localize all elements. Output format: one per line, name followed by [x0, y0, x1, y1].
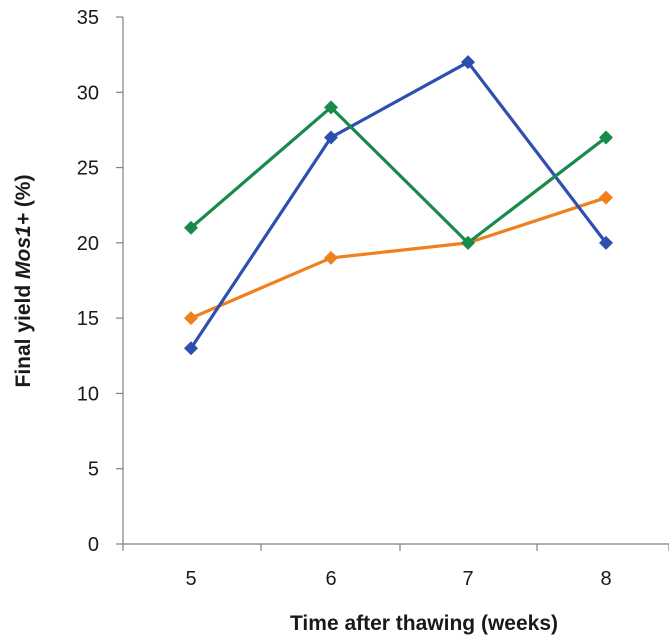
- y-tick-label: 35: [77, 7, 99, 29]
- y-tick-label: 5: [88, 459, 99, 481]
- series-2: [184, 55, 613, 356]
- y-axis-title-prefix: Final yield: [12, 279, 35, 388]
- data-point-marker: [599, 130, 613, 145]
- data-point-marker: [184, 341, 198, 356]
- series-line: [189, 60, 608, 350]
- y-tick-label: 15: [77, 308, 99, 330]
- data-point-marker: [184, 311, 198, 326]
- data-point-marker: [461, 55, 475, 70]
- series-line: [190, 196, 607, 320]
- y-tick-label: 25: [77, 158, 99, 180]
- y-axis-title-italic: Mos1+: [12, 213, 35, 279]
- y-axis-title: Final yield Mos1+ (%): [12, 175, 35, 388]
- data-point-marker: [324, 130, 338, 145]
- series-3: [184, 100, 613, 250]
- data-point-marker: [324, 250, 338, 265]
- x-axis-title: Time after thawing (weeks): [290, 612, 558, 635]
- x-tick-label: 6: [325, 568, 336, 590]
- y-tick-label: 0: [88, 534, 99, 556]
- data-point-marker: [324, 100, 338, 115]
- series-1: [184, 190, 613, 326]
- data-point-marker: [461, 235, 475, 250]
- y-tick-label: 10: [77, 383, 99, 405]
- data-point-marker: [184, 220, 198, 235]
- x-tick-label: 5: [185, 568, 196, 590]
- series-layer: [184, 55, 613, 356]
- y-tick-label: 20: [77, 233, 99, 255]
- x-ticks: 5 6 7 8: [122, 544, 669, 590]
- x-tick-label: 8: [600, 568, 611, 590]
- data-point-marker: [599, 235, 613, 250]
- y-axis-title-suffix: (%): [12, 175, 35, 214]
- y-ticks: 0 5 10 15 20 25 30 35: [77, 7, 123, 556]
- series-line: [189, 105, 607, 245]
- x-tick-label: 7: [462, 568, 473, 590]
- data-point-marker: [599, 190, 613, 205]
- y-tick-label: 30: [77, 82, 99, 104]
